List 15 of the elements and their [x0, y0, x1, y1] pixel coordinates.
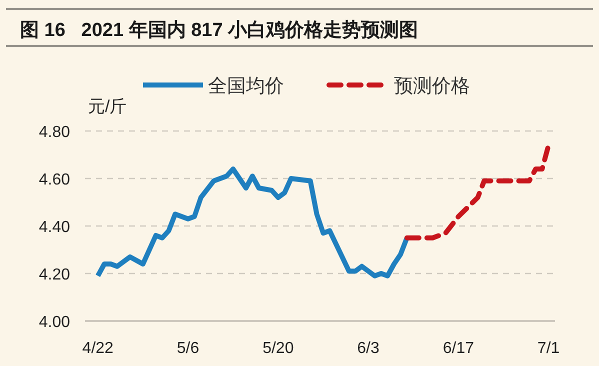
x-tick-label: 7/1	[537, 340, 560, 357]
x-tick-label: 5/20	[262, 340, 294, 357]
x-tick-label: 5/6	[176, 340, 200, 357]
y-tick-label: 4.40	[38, 219, 70, 236]
legend-label: 全国均价	[208, 76, 284, 97]
title: 图 16 2021 年国内 817 小白鸡价格走势预测图	[20, 20, 418, 41]
y-tick-label: 4.00	[38, 314, 70, 331]
x-tick-label: 6/17	[442, 340, 474, 357]
y-tick-label: 4.20	[38, 266, 70, 284]
x-tick-label: 6/3	[357, 340, 380, 357]
x-tick-label: 4/22	[82, 340, 114, 357]
y-axis-title: 元/斤	[88, 97, 127, 116]
y-tick-label: 4.80	[38, 124, 70, 141]
y-tick-label: 4.60	[38, 172, 70, 188]
legend-label: 预测价格	[394, 76, 470, 97]
